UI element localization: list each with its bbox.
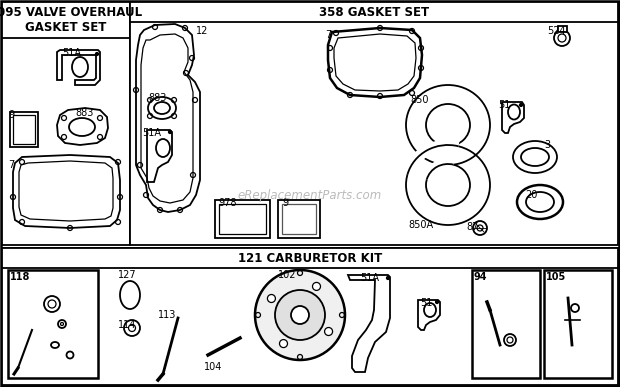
- Text: 9: 9: [282, 198, 288, 208]
- Bar: [13, 115, 35, 144]
- Text: eReplacementParts.com: eReplacementParts.com: [238, 188, 382, 202]
- Text: 102: 102: [278, 270, 296, 280]
- Text: 94: 94: [474, 272, 487, 282]
- Text: 850A: 850A: [408, 220, 433, 230]
- Text: 978: 978: [218, 198, 236, 208]
- Text: 114: 114: [118, 320, 136, 330]
- Circle shape: [169, 130, 172, 134]
- Text: 1095 VALVE OVERHAUL
GASKET SET: 1095 VALVE OVERHAUL GASKET SET: [0, 6, 143, 34]
- Text: 51: 51: [498, 100, 510, 110]
- Bar: [472, 270, 540, 378]
- Text: 127: 127: [118, 270, 136, 280]
- Text: 121 CARBURETOR KIT: 121 CARBURETOR KIT: [238, 252, 382, 264]
- Circle shape: [325, 327, 332, 336]
- Text: 3: 3: [544, 140, 550, 150]
- Text: 51A: 51A: [142, 128, 161, 138]
- Text: 883: 883: [148, 93, 166, 103]
- Bar: [282, 204, 316, 234]
- Text: 358 GASKET SET: 358 GASKET SET: [319, 5, 429, 19]
- Circle shape: [312, 283, 321, 290]
- Circle shape: [520, 103, 523, 106]
- Circle shape: [280, 339, 288, 348]
- Circle shape: [435, 300, 438, 303]
- Circle shape: [255, 270, 345, 360]
- Text: 7: 7: [8, 160, 14, 170]
- Text: 883: 883: [75, 108, 94, 118]
- Text: 105: 105: [546, 272, 566, 282]
- Bar: [2, 248, 618, 268]
- Text: 12: 12: [196, 26, 208, 36]
- Bar: [544, 270, 612, 378]
- Bar: [2, 248, 618, 385]
- Text: 104: 104: [204, 362, 223, 372]
- Circle shape: [386, 276, 389, 279]
- Text: 850: 850: [410, 95, 428, 105]
- Bar: [10, 112, 38, 147]
- Text: 51A: 51A: [360, 273, 379, 283]
- Bar: [2, 2, 130, 38]
- Bar: [219, 204, 266, 234]
- Text: 118: 118: [10, 272, 30, 282]
- Bar: [130, 2, 618, 245]
- Text: 51: 51: [420, 298, 432, 308]
- Text: 9: 9: [8, 110, 14, 120]
- Text: 87: 87: [466, 222, 479, 232]
- Bar: [278, 200, 320, 238]
- Text: 7: 7: [325, 30, 331, 40]
- Text: 51A: 51A: [62, 48, 81, 58]
- Bar: [8, 270, 98, 378]
- Bar: [558, 26, 567, 32]
- Text: 113: 113: [158, 310, 176, 320]
- Circle shape: [291, 306, 309, 324]
- Bar: [2, 2, 130, 245]
- Text: 20: 20: [525, 190, 538, 200]
- Circle shape: [275, 290, 325, 340]
- Bar: [215, 200, 270, 238]
- Text: 524: 524: [547, 26, 565, 36]
- Bar: [130, 2, 618, 22]
- Circle shape: [95, 53, 99, 55]
- Circle shape: [267, 295, 275, 303]
